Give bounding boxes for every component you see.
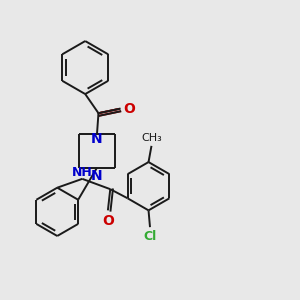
Text: NH: NH (72, 166, 93, 179)
Text: O: O (102, 214, 114, 228)
Text: N: N (91, 132, 103, 146)
Text: CH₃: CH₃ (141, 133, 162, 143)
Text: O: O (123, 102, 135, 116)
Text: Cl: Cl (143, 230, 157, 242)
Text: N: N (91, 169, 103, 183)
